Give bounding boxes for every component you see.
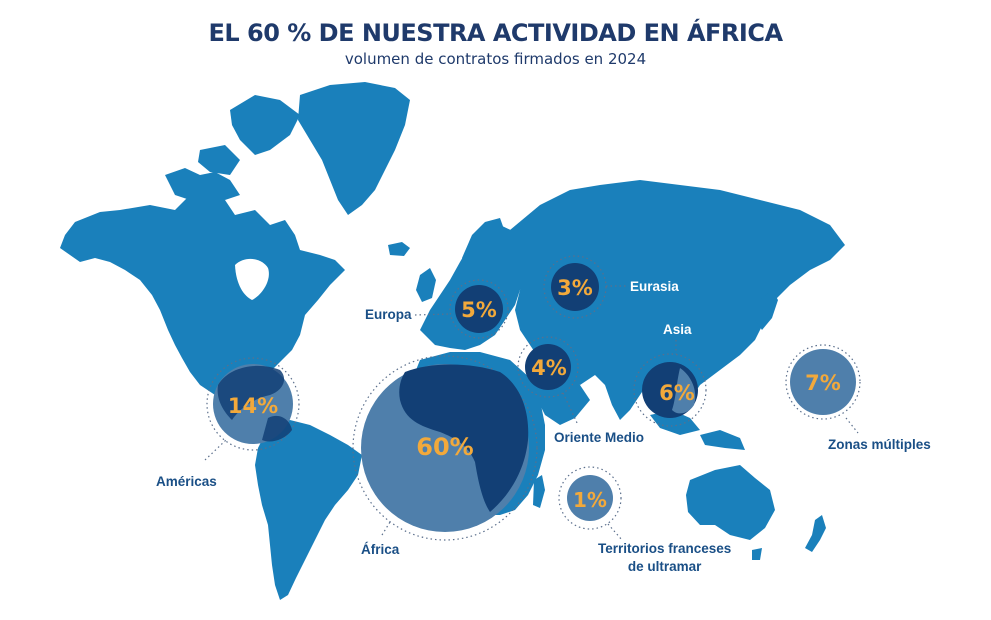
north-america-landmass — [60, 190, 345, 400]
label-zonas-multiples: Zonas múltiples — [828, 437, 931, 452]
page-title: EL 60 % DE NUESTRA ACTIVIDAD EN ÁFRICA — [202, 18, 789, 48]
greenland-landmass — [298, 82, 410, 215]
percent-territorios: 1% — [573, 488, 607, 512]
label-africa: África — [361, 542, 400, 557]
percent-africa: 60% — [416, 433, 474, 461]
arctic-islands — [165, 168, 240, 200]
label-europa: Europa — [365, 307, 412, 322]
page-subtitle: volumen de contratos firmados en 2024 — [344, 50, 647, 68]
percent-asia: 6% — [659, 381, 695, 405]
label-eurasia: Eurasia — [630, 279, 679, 294]
south-america-landmass — [255, 420, 362, 600]
landmasses — [60, 82, 845, 600]
asia-landmass — [510, 180, 845, 420]
label-americas: Américas — [156, 474, 217, 489]
leader-lines — [204, 285, 859, 541]
dotted-rings — [206, 255, 861, 541]
percent-zonas-multiples: 7% — [805, 371, 841, 395]
percent-americas: 14% — [227, 394, 279, 418]
percent-europa: 5% — [461, 298, 497, 322]
label-territorios: Territorios franceses de ultramar — [598, 540, 731, 576]
label-territorios-line1: Territorios franceses — [598, 541, 732, 556]
title-block: EL 60 % DE NUESTRA ACTIVIDAD EN ÁFRICA — [0, 18, 991, 48]
label-territorios-line2: de ultramar — [627, 559, 702, 574]
percent-oriente-medio: 4% — [531, 356, 567, 380]
label-oriente-medio: Oriente Medio — [554, 430, 645, 445]
australia-landmass — [686, 465, 775, 540]
label-asia: Asia — [663, 322, 692, 337]
percent-eurasia: 3% — [557, 276, 593, 300]
region-circles — [213, 263, 856, 532]
